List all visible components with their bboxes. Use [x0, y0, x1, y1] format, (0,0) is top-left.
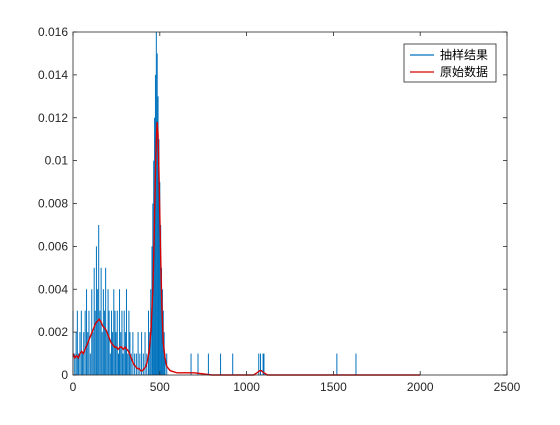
y-tick-label: 0.012	[38, 111, 68, 125]
y-tick-label: 0.004	[38, 282, 68, 296]
y-tick-label: 0.014	[38, 68, 68, 82]
legend: 抽样结果 原始数据	[403, 43, 497, 83]
x-tick-label: 2000	[407, 380, 434, 394]
x-tick-label: 1000	[233, 380, 260, 394]
y-tick-label: 0.008	[38, 197, 68, 211]
y-axis: 0 0.002 0.004 0.006 0.008 0.01 0.012 0.014 0.016	[38, 25, 507, 382]
x-axis: 0 500 1000 1500 2000 2500	[70, 32, 521, 394]
y-tick-label: 0.002	[38, 325, 68, 339]
legend-label-original: 原始数据	[440, 64, 488, 79]
legend-label-sampled: 抽样结果	[440, 47, 488, 62]
y-tick-label: 0.006	[38, 239, 68, 253]
plot-area-background	[73, 32, 507, 375]
x-tick-label: 0	[70, 380, 77, 394]
y-tick-label: 0	[61, 368, 68, 382]
x-tick-label: 500	[150, 380, 170, 394]
x-tick-label: 1500	[320, 380, 347, 394]
y-tick-label: 0.01	[45, 154, 69, 168]
y-tick-label: 0.016	[38, 25, 68, 39]
x-tick-label: 2500	[494, 380, 521, 394]
legend-box	[403, 43, 497, 83]
